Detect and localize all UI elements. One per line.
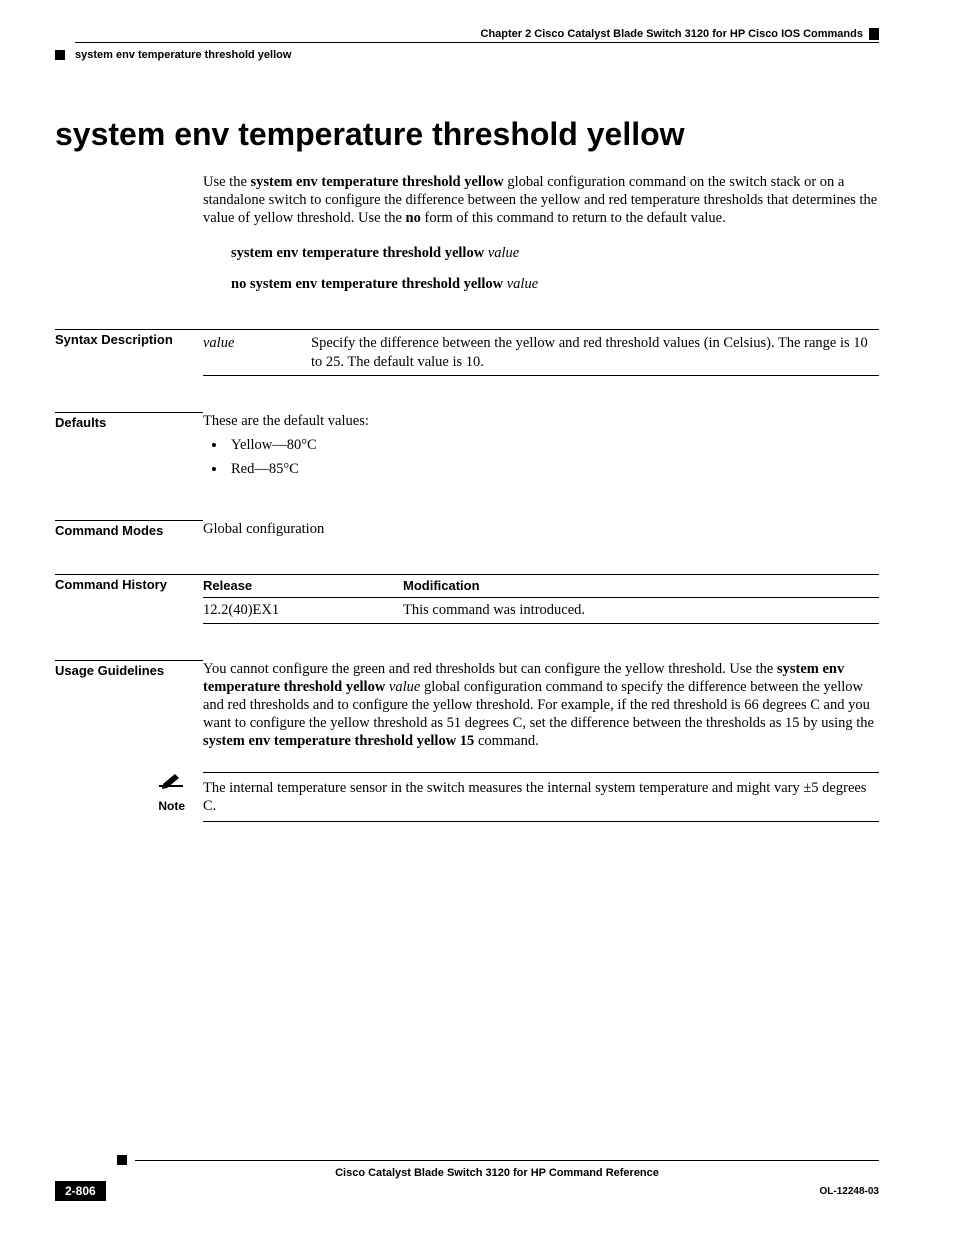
- usage-guidelines-section: Usage Guidelines You cannot configure th…: [55, 660, 879, 751]
- command-bold: no system env temperature threshold yell…: [231, 276, 507, 292]
- section-label: Defaults: [55, 412, 203, 484]
- book-title: Cisco Catalyst Blade Switch 3120 for HP …: [55, 1167, 879, 1179]
- col-modification: Modification: [403, 575, 879, 598]
- syntax-table: value Specify the difference between the…: [203, 329, 879, 375]
- page: Chapter 2 Cisco Catalyst Blade Switch 31…: [0, 0, 954, 1235]
- text: Use the: [203, 174, 251, 190]
- param-italic: value: [389, 679, 420, 695]
- defaults-list: Yellow—80°C Red—85°C: [203, 436, 879, 478]
- syntax-description-section: Syntax Description value Specify the dif…: [55, 329, 879, 375]
- footer-bottom: 2-806 OL-12248-03: [55, 1181, 879, 1201]
- section-label: Syntax Description: [55, 329, 203, 375]
- page-number: 2-806: [55, 1181, 106, 1201]
- chapter-title: Chapter 2 Cisco Catalyst Blade Switch 31…: [55, 28, 869, 40]
- section-body: Global configuration: [203, 520, 879, 538]
- section-body: value Specify the difference between the…: [203, 329, 879, 375]
- text: form of this command to return to the de…: [421, 210, 726, 226]
- page-title: system env temperature threshold yellow: [55, 116, 879, 153]
- note-label-col: Note: [55, 772, 203, 813]
- sub-header: system env temperature threshold yellow: [55, 49, 879, 61]
- table-header-row: Release Modification: [203, 575, 879, 598]
- command-bold: system env temperature threshold yellow: [231, 245, 488, 261]
- list-item: Red—85°C: [227, 460, 879, 478]
- intro-block: Use the system env temperature threshold…: [203, 173, 879, 293]
- param-cell: value: [203, 330, 311, 375]
- param-italic: value: [488, 245, 519, 261]
- section-label: Command Modes: [55, 520, 203, 538]
- command-bold: system env temperature threshold yellow: [251, 174, 504, 190]
- command-name-header: system env temperature threshold yellow: [75, 49, 291, 61]
- syntax-line-1: system env temperature threshold yellow …: [231, 245, 879, 262]
- command-modes-section: Command Modes Global configuration: [55, 520, 879, 538]
- header-marker-icon: [869, 28, 879, 40]
- footer-marker-icon: [117, 1155, 127, 1165]
- command-bold: system env temperature threshold yellow …: [203, 733, 474, 749]
- table-row: value Specify the difference between the…: [203, 330, 879, 375]
- list-item: Yellow—80°C: [227, 436, 879, 454]
- note-section: Note The internal temperature sensor in …: [55, 772, 879, 822]
- header-rule: [75, 42, 879, 43]
- text: command.: [474, 733, 538, 749]
- history-table: Release Modification 12.2(40)EX1 This co…: [203, 574, 879, 623]
- intro-paragraph: Use the system env temperature threshold…: [203, 173, 879, 227]
- subheader-marker-icon: [55, 50, 65, 60]
- section-body: You cannot configure the green and red t…: [203, 660, 879, 751]
- footer-rule: [135, 1160, 879, 1161]
- page-footer: Cisco Catalyst Blade Switch 3120 for HP …: [55, 1155, 879, 1201]
- note-body: The internal temperature sensor in the s…: [203, 772, 879, 822]
- command-history-section: Command History Release Modification 12.…: [55, 574, 879, 623]
- text: You cannot configure the green and red t…: [203, 661, 777, 677]
- section-label: Usage Guidelines: [55, 660, 203, 751]
- doc-id: OL-12248-03: [820, 1186, 879, 1197]
- table-row: 12.2(40)EX1 This command was introduced.: [203, 598, 879, 623]
- modification-cell: This command was introduced.: [403, 598, 879, 623]
- section-label: Command History: [55, 574, 203, 623]
- syntax-line-2: no system env temperature threshold yell…: [231, 276, 879, 293]
- command-bold: no: [406, 210, 421, 226]
- section-body: Release Modification 12.2(40)EX1 This co…: [203, 574, 879, 623]
- defaults-intro: These are the default values:: [203, 413, 369, 429]
- col-release: Release: [203, 575, 403, 598]
- note-label: Note: [55, 799, 185, 813]
- param-italic: value: [507, 276, 538, 292]
- defaults-section: Defaults These are the default values: Y…: [55, 412, 879, 484]
- release-cell: 12.2(40)EX1: [203, 598, 403, 623]
- running-header: Chapter 2 Cisco Catalyst Blade Switch 31…: [55, 28, 879, 40]
- footer-rule-row: [55, 1155, 879, 1165]
- desc-cell: Specify the difference between the yello…: [311, 330, 879, 375]
- pencil-icon: [157, 772, 185, 792]
- section-body: These are the default values: Yellow—80°…: [203, 412, 879, 484]
